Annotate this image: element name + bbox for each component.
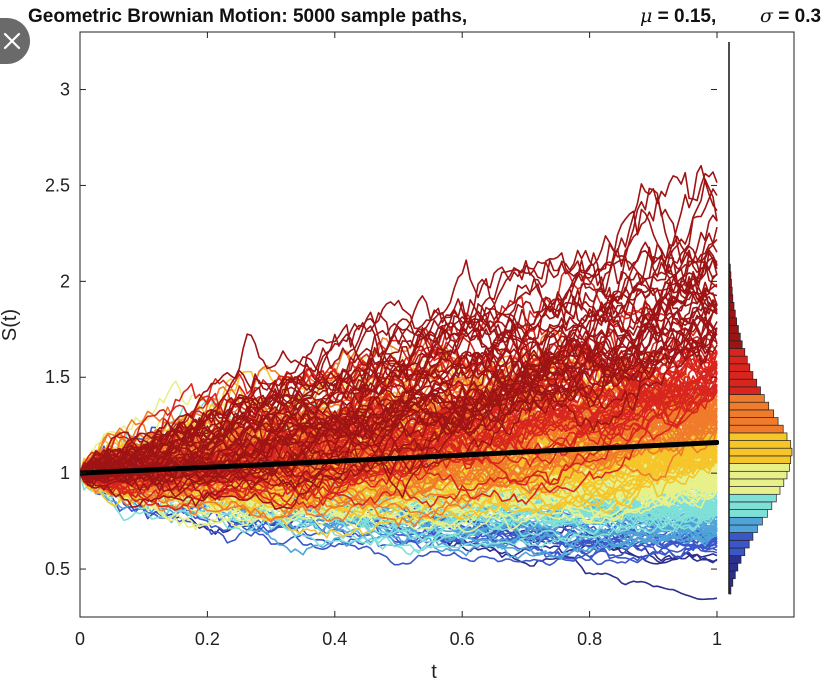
- chart-title-text: Geometric Brownian Motion: 5000 sample p…: [28, 6, 467, 27]
- x-axis-label: t: [431, 661, 437, 680]
- sample-path: [80, 345, 718, 483]
- histogram-bar: [728, 509, 768, 518]
- mean-line: [80, 440, 719, 476]
- sample-path: [80, 472, 718, 554]
- sample-paths: [80, 164, 718, 601]
- histogram-bar: [728, 363, 751, 372]
- histogram-bar: [728, 539, 750, 549]
- histogram-bar: [728, 470, 788, 480]
- y-tick-label: 1: [60, 463, 70, 483]
- histogram-bar: [728, 562, 739, 572]
- histogram-bar: [728, 401, 770, 411]
- histogram-bar: [728, 570, 736, 580]
- histogram-bar: [728, 417, 779, 426]
- sample-path: [80, 241, 718, 480]
- y-tick-label: 0.5: [45, 559, 70, 579]
- histogram-bar: [728, 340, 743, 349]
- x-tick-label: 1: [712, 629, 722, 649]
- histogram-bar: [728, 332, 741, 342]
- histogram-bar: [728, 478, 785, 487]
- histogram-bar: [728, 432, 788, 441]
- histogram-bar: [728, 516, 763, 526]
- mu-symbol: μ: [640, 5, 652, 27]
- sigma-symbol: σ: [760, 5, 774, 27]
- histogram-bar: [728, 493, 777, 503]
- sigma-param: σ = 0.3: [760, 5, 821, 27]
- sample-path: [80, 273, 718, 480]
- axes-box: [79, 31, 795, 618]
- y-tick-label: 1.5: [45, 367, 70, 387]
- histogram-bar: [728, 386, 761, 395]
- y-tick-label: 3: [60, 80, 70, 100]
- mu-value: = 0.15,: [652, 6, 716, 27]
- sample-path: [80, 171, 718, 484]
- histogram-bar: [728, 532, 754, 541]
- histogram-bar: [728, 447, 793, 457]
- expected-value-layer: [80, 440, 719, 476]
- y-tick-label: 2: [60, 271, 70, 291]
- x-tick-label: 0: [75, 629, 85, 649]
- histogram-bar: [728, 440, 792, 449]
- histogram-bar: [728, 501, 773, 510]
- histogram-bar: [728, 371, 754, 380]
- sample-path: [80, 328, 718, 474]
- y-tick-label: 2.5: [45, 175, 70, 195]
- histogram-bar: [728, 348, 746, 357]
- chart-title: Geometric Brownian Motion: 5000 sample p…: [28, 5, 821, 27]
- histogram-bar: [728, 409, 775, 418]
- sample-path: [80, 208, 718, 480]
- sample-path: [80, 258, 718, 482]
- sample-path: [80, 472, 718, 552]
- y-axis-ticks: 0.5 1 1.5 2 2.5 3: [45, 80, 717, 579]
- close-icon: [3, 32, 21, 50]
- histogram-bar: [728, 355, 748, 365]
- sample-path: [80, 308, 718, 492]
- sample-path: [80, 188, 718, 478]
- x-axis-ticks: 0 0.2 0.4 0.6 0.8 1: [75, 32, 722, 649]
- histogram-bar: [728, 463, 790, 472]
- terminal-histogram: [728, 42, 793, 595]
- histogram-bar: [728, 524, 758, 533]
- histogram-bar: [728, 455, 792, 464]
- histogram-bar: [728, 309, 736, 319]
- sigma-value: = 0.3: [773, 6, 821, 27]
- x-tick-label: 0.6: [450, 629, 475, 649]
- sample-path: [80, 164, 718, 489]
- histogram-bar: [728, 424, 784, 434]
- y-axis-label: S(t): [0, 309, 21, 341]
- x-tick-label: 0.8: [577, 629, 602, 649]
- histogram-bar: [728, 325, 739, 334]
- histogram-bar: [728, 547, 746, 557]
- plot-frame: [79, 31, 795, 618]
- histogram-bar: [728, 378, 758, 388]
- histogram-bar: [728, 394, 765, 403]
- x-tick-label: 0.4: [322, 629, 347, 649]
- sample-path: [80, 260, 718, 492]
- sample-path: [80, 468, 718, 531]
- histogram-bar: [728, 486, 781, 495]
- histogram-bar: [728, 317, 737, 326]
- x-tick-label: 0.2: [195, 629, 220, 649]
- histogram-bar: [728, 555, 742, 564]
- mu-param: μ = 0.15,: [640, 5, 716, 27]
- sample-path: [80, 374, 718, 474]
